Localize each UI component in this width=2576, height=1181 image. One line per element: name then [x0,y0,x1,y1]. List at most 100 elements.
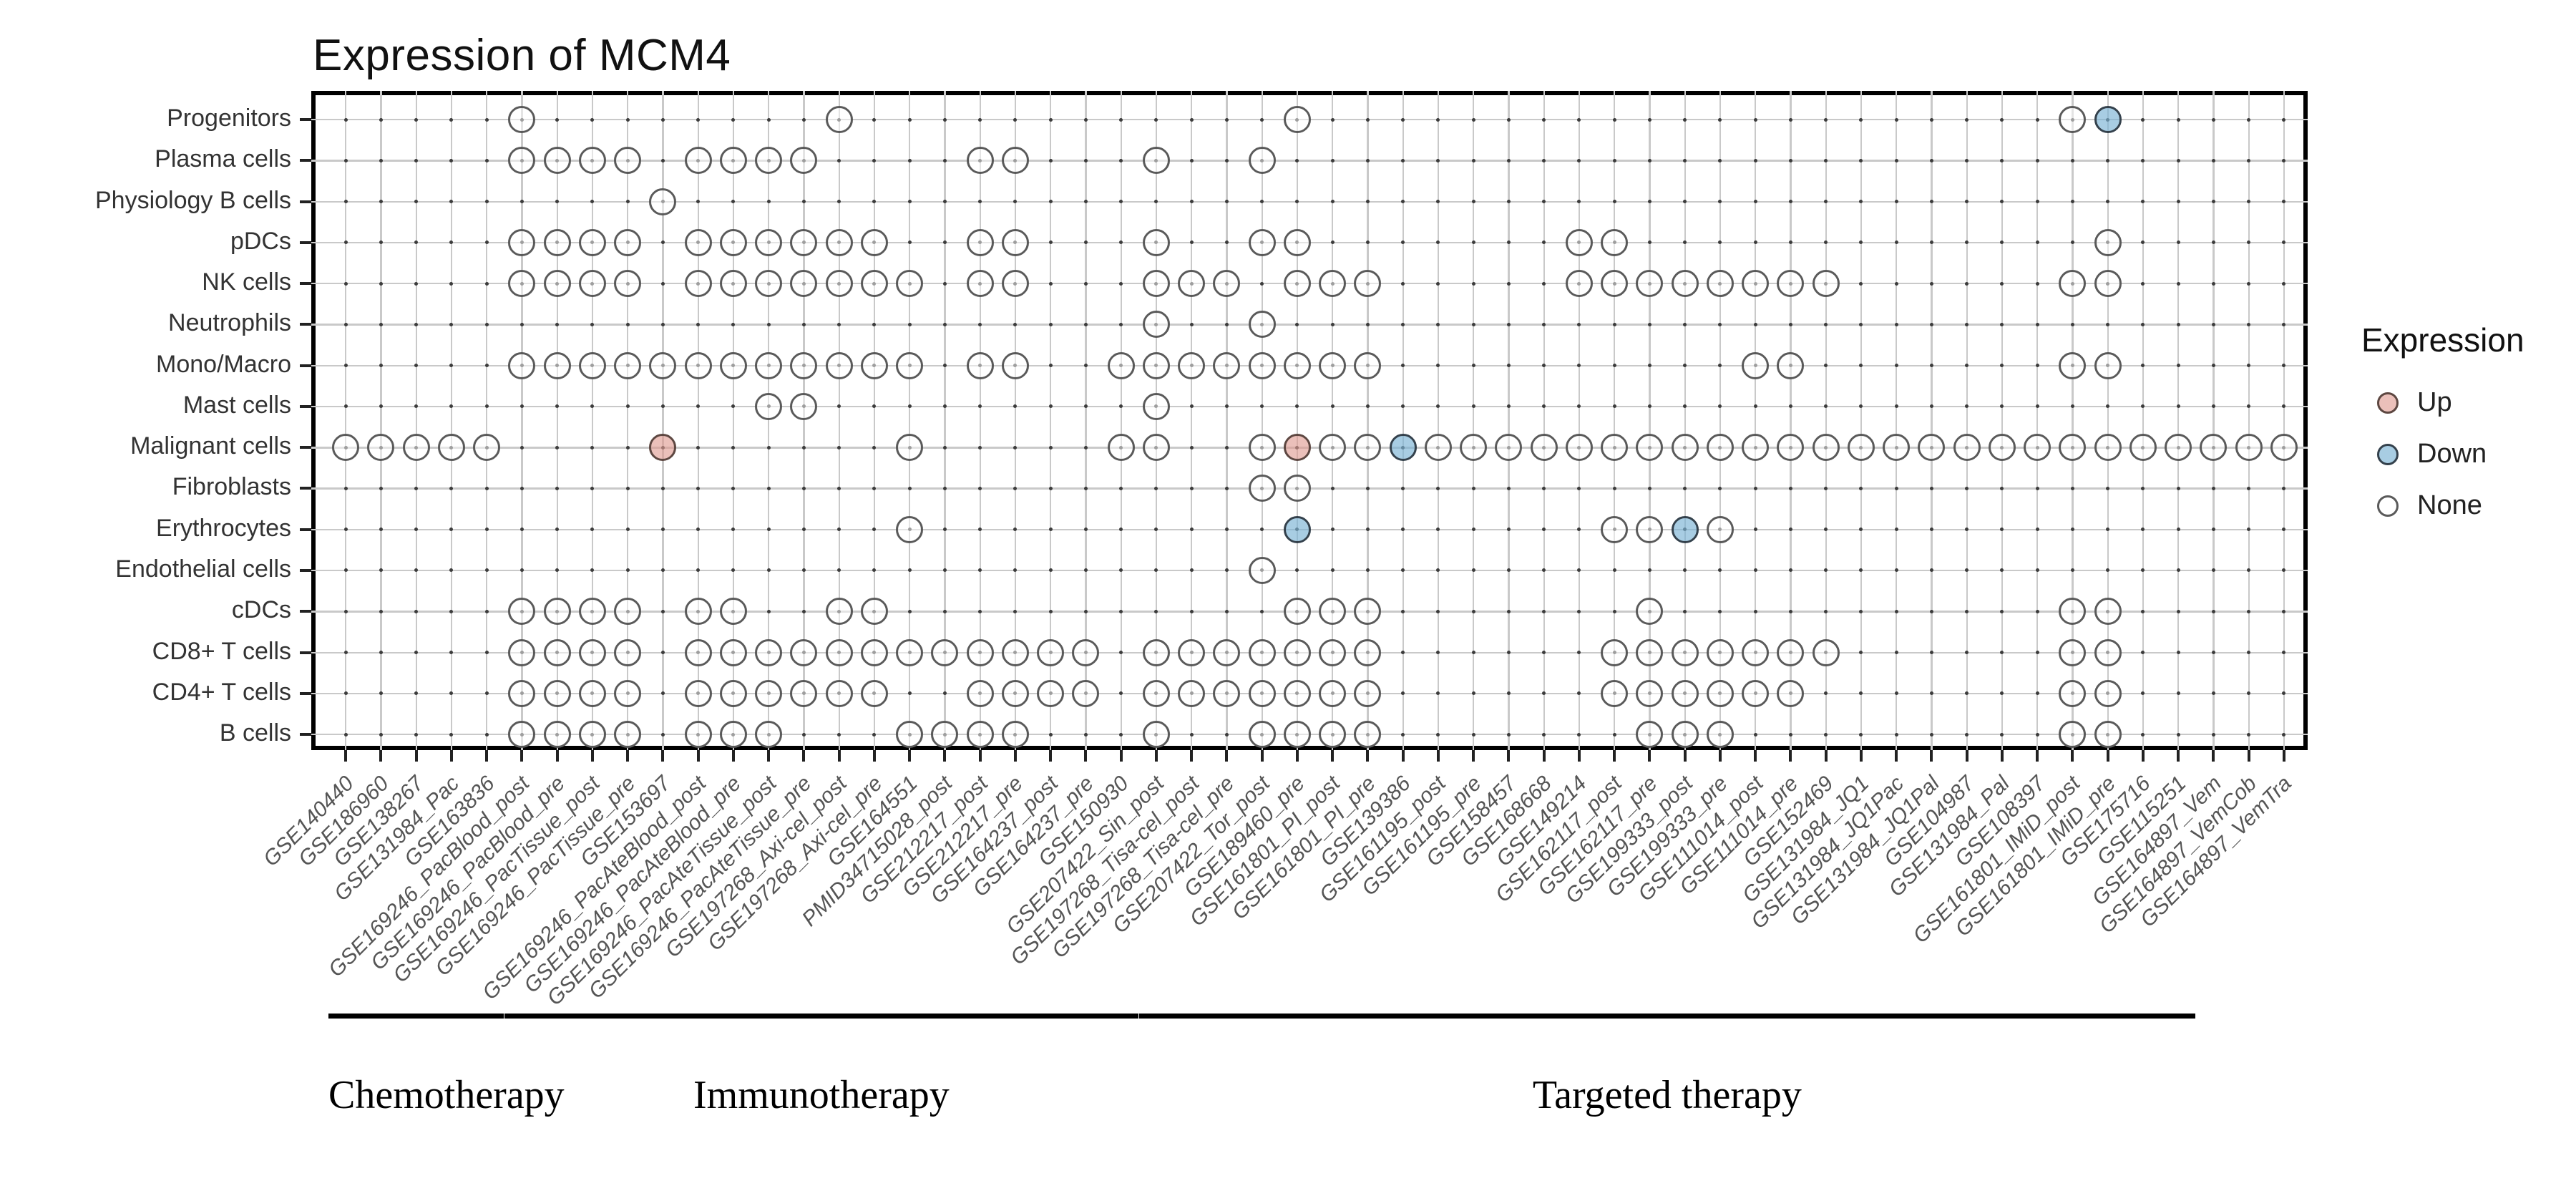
grid-intersection-dot [414,732,418,737]
grid-intersection-dot [343,281,348,286]
grid-intersection-dot [696,200,700,204]
dot-none [1142,270,1170,298]
grid-col-line [2142,91,2145,750]
dot-none [578,147,606,175]
grid-intersection-dot [1401,528,1405,532]
grid-intersection-dot [625,404,630,409]
grid-intersection-dot [2000,322,2004,326]
grid-intersection-dot [2141,240,2145,245]
grid-intersection-dot [731,200,736,204]
grid-col-line [1296,91,1299,750]
grid-intersection-dot [1471,158,1475,162]
grid-intersection-dot [1824,609,1828,613]
grid-intersection-dot [660,486,665,490]
x-tick-mark [379,750,383,762]
grid-intersection-dot [1436,609,1440,613]
grid-intersection-dot [1048,158,1053,162]
x-tick-mark [2000,750,2004,762]
dot-none [1001,721,1029,749]
grid-intersection-dot [2035,200,2039,204]
grid-intersection-dot [1365,528,1370,532]
grid-intersection-dot [1365,322,1370,326]
grid-intersection-dot [1577,404,1581,409]
dot-none [1319,721,1346,749]
dot-none [684,270,712,298]
grid-row-line [311,160,2308,162]
grid-intersection-dot [1788,568,1792,573]
grid-col-line [521,91,523,750]
grid-intersection-dot [1894,117,1898,122]
grid-intersection-dot [1824,691,1828,696]
grid-intersection-dot [1718,404,1722,409]
grid-intersection-dot [1189,240,1194,245]
y-tick-mark [300,240,311,244]
grid-intersection-dot [2070,486,2074,490]
grid-intersection-dot [2282,691,2286,696]
grid-intersection-dot [1542,200,1546,204]
grid-intersection-dot [555,404,559,409]
grid-intersection-dot [343,486,348,490]
dot-none [1460,434,1487,462]
grid-col-line [1120,91,1122,750]
grid-intersection-dot [942,281,947,286]
y-axis-label: Mono/Macro [156,350,291,378]
grid-intersection-dot [555,200,559,204]
grid-intersection-dot [1119,486,1123,490]
legend-item-label: None [2417,490,2482,520]
y-axis-label: Mast cells [182,391,291,419]
grid-col-line [979,91,981,750]
grid-intersection-dot [660,528,665,532]
y-axis-label: Neutrophils [168,309,291,337]
dot-none [1283,598,1311,626]
y-tick-mark [300,200,311,203]
grid-intersection-dot [1753,158,1757,162]
grid-intersection-dot [696,117,700,122]
grid-intersection-dot [1965,609,1968,613]
grid-intersection-dot [1965,117,1968,122]
grid-intersection-dot [1542,651,1546,654]
grid-intersection-dot [1048,364,1053,368]
grid-intersection-dot [1401,609,1405,613]
grid-intersection-dot [1436,117,1440,122]
dot-none [1142,351,1170,379]
dot-none [1777,270,1805,298]
grid-intersection-dot [2035,732,2039,737]
grid-intersection-dot [1788,732,1792,737]
grid-intersection-dot [1859,528,1863,532]
dot-none [825,228,853,256]
dot-none [1248,679,1276,707]
grid-intersection-dot [1859,117,1863,122]
dot-none [1847,434,1875,462]
grid-intersection-dot [1859,158,1863,162]
grid-intersection-dot [1824,404,1828,409]
dot-none [508,270,536,298]
grid-intersection-dot [1859,486,1863,490]
grid-intersection-dot [484,281,489,286]
grid-intersection-dot [414,651,418,654]
grid-intersection-dot [978,528,982,532]
dot-none [1248,311,1276,339]
dot-none [1601,228,1628,256]
dot-none [543,147,571,175]
dot-none [402,434,430,462]
dot-none [2094,228,2122,256]
dot-none [966,638,994,666]
grid-row-line [311,405,2308,408]
grid-intersection-dot [1365,158,1370,162]
grid-intersection-dot [1929,117,1933,122]
grid-intersection-dot [1119,528,1123,532]
grid-intersection-dot [766,445,771,449]
grid-intersection-dot [379,281,383,286]
grid-intersection-dot [2035,322,2039,326]
grid-intersection-dot [2247,568,2250,573]
grid-intersection-dot [942,200,947,204]
grid-intersection-dot [414,486,418,490]
grid-intersection-dot [1260,609,1264,613]
grid-col-line [345,91,347,750]
grid-intersection-dot [660,568,665,573]
dot-none [1706,679,1734,707]
grid-intersection-dot [660,404,665,409]
dot-none [790,228,818,256]
grid-intersection-dot [1048,568,1053,573]
grid-intersection-dot [1471,200,1475,204]
